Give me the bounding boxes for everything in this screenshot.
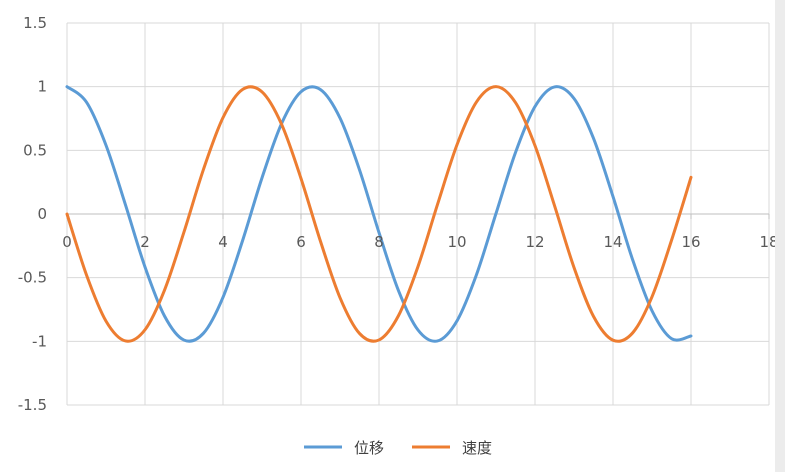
x-tick-label: 12 <box>525 233 544 251</box>
y-tick-label: -1 <box>32 332 47 350</box>
x-tick-label: 18 <box>759 233 778 251</box>
y-tick-label: 0.5 <box>23 141 47 159</box>
legend: 位移 速度 <box>304 439 492 457</box>
tick-labels: 1.5 1 0.5 0 -0.5 -1 -1.5 0 2 4 6 8 10 12 14 16 18 <box>18 14 779 414</box>
x-tick-label: 4 <box>218 233 228 251</box>
y-tick-label: 1 <box>37 78 47 96</box>
y-tick-label: 0 <box>37 205 47 223</box>
window-edge <box>775 0 785 472</box>
axes <box>66 213 770 219</box>
x-tick-label: 8 <box>374 233 384 251</box>
y-tick-label: 1.5 <box>23 14 47 32</box>
series-lines <box>65 85 693 343</box>
y-tick-label: -1.5 <box>18 396 47 414</box>
x-tick-label: 6 <box>296 233 306 251</box>
x-tick-label: 10 <box>447 233 466 251</box>
x-tick-label: 16 <box>681 233 700 251</box>
series-line-2 <box>65 85 693 343</box>
x-tick-label: 14 <box>603 233 622 251</box>
x-tick-label: 2 <box>140 233 150 251</box>
series-line-1 <box>65 85 693 343</box>
y-tick-label: -0.5 <box>18 269 47 287</box>
x-tick-label: 0 <box>62 233 72 251</box>
legend-label-2: 速度 <box>462 439 492 457</box>
legend-label-1: 位移 <box>354 439 384 457</box>
